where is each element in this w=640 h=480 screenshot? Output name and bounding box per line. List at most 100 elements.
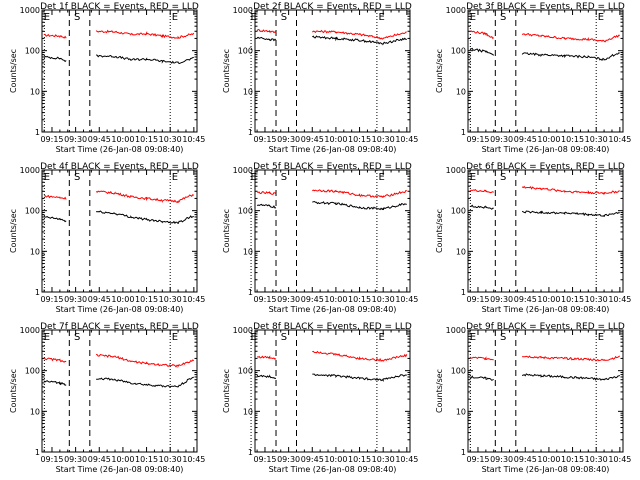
x-tick-label: 10:45 bbox=[182, 455, 205, 464]
y-tick-label: 100 bbox=[451, 367, 466, 376]
lld-series-line bbox=[44, 190, 195, 204]
y-tick-label: 1000 bbox=[20, 166, 40, 175]
interval-marker-label: E bbox=[44, 332, 50, 343]
x-tick-label: 09:15 bbox=[40, 455, 63, 464]
x-tick-label: 10:30 bbox=[372, 295, 395, 304]
plot-title: Det 9f BLACK = Events, RED = LLD bbox=[466, 322, 625, 332]
y-tick-label: 10 bbox=[456, 407, 466, 416]
y-axis-label: Counts/sec bbox=[9, 369, 18, 413]
y-tick-label: 100 bbox=[238, 47, 253, 56]
x-tick-label: 09:30 bbox=[277, 455, 300, 464]
interval-marker-label: S bbox=[74, 332, 80, 343]
lld-series-line bbox=[256, 189, 407, 198]
x-tick-label: 10:45 bbox=[608, 295, 631, 304]
interval-marker-label: E bbox=[598, 172, 604, 183]
x-tick-label: 09:45 bbox=[301, 455, 324, 464]
x-axis-label: Start Time (26-Jan-08 09:08:40) bbox=[482, 145, 610, 154]
interval-marker-label: S bbox=[281, 332, 287, 343]
plot-panel: Det 4f BLACK = Events, RED = LLD 1 10 100 10… bbox=[9, 162, 205, 314]
x-tick-label: 10:00 bbox=[537, 135, 560, 144]
y-axis-label: Counts/sec bbox=[435, 209, 444, 253]
y-tick-label: 100 bbox=[451, 207, 466, 216]
plot-title: Det 7f BLACK = Events, RED = LLD bbox=[40, 322, 199, 332]
y-tick-label: 100 bbox=[25, 367, 40, 376]
interval-marker-label: E bbox=[470, 172, 476, 183]
y-axis-label: Counts/sec bbox=[222, 369, 231, 413]
plot-panel: Det 2f BLACK = Events, RED = LLD 1 10 100 10… bbox=[222, 2, 418, 154]
y-tick-label: 100 bbox=[451, 47, 466, 56]
y-tick-label: 100 bbox=[238, 367, 253, 376]
lld-series-line bbox=[469, 185, 620, 196]
plot-frame bbox=[41, 9, 198, 133]
x-tick-label: 10:45 bbox=[608, 135, 631, 144]
x-tick-label: 09:15 bbox=[253, 135, 276, 144]
y-tick-label: 1 bbox=[35, 288, 40, 297]
lld-series-line bbox=[44, 353, 195, 369]
x-tick-label: 10:30 bbox=[585, 455, 608, 464]
plot-frame bbox=[467, 329, 624, 453]
x-tick-label: 10:45 bbox=[395, 295, 418, 304]
plot-title: Det 5f BLACK = Events, RED = LLD bbox=[253, 162, 412, 172]
x-tick-label: 09:30 bbox=[490, 295, 513, 304]
plot-title: Det 4f BLACK = Events, RED = LLD bbox=[40, 162, 199, 172]
x-tick-label: 09:45 bbox=[301, 135, 324, 144]
y-tick-label: 1000 bbox=[20, 326, 40, 335]
x-tick-label: 10:15 bbox=[348, 295, 371, 304]
y-tick-label: 1000 bbox=[446, 166, 466, 175]
x-tick-label: 09:30 bbox=[64, 135, 87, 144]
plot-frame bbox=[467, 169, 624, 293]
y-tick-label: 10 bbox=[456, 87, 466, 96]
x-tick-label: 09:15 bbox=[466, 455, 489, 464]
y-tick-label: 1 bbox=[248, 288, 253, 297]
plot-frame bbox=[254, 329, 411, 453]
plot-title: Det 6f BLACK = Events, RED = LLD bbox=[466, 162, 625, 172]
lld-series-line bbox=[44, 29, 195, 39]
y-axis-label: Counts/sec bbox=[435, 369, 444, 413]
lld-series-line bbox=[256, 28, 407, 40]
plot-title: Det 1f BLACK = Events, RED = LLD bbox=[40, 2, 199, 12]
x-tick-label: 10:30 bbox=[159, 135, 182, 144]
x-axis-label: Start Time (26-Jan-08 09:08:40) bbox=[269, 465, 397, 474]
events-series-line bbox=[256, 200, 407, 211]
x-tick-label: 09:30 bbox=[490, 135, 513, 144]
plot-frame bbox=[41, 329, 198, 453]
y-tick-label: 10 bbox=[30, 87, 40, 96]
x-tick-label: 09:45 bbox=[88, 455, 111, 464]
x-tick-label: 09:15 bbox=[253, 295, 276, 304]
interval-marker-label: E bbox=[44, 12, 50, 23]
plot-panel: Det 9f BLACK = Events, RED = LLD 1 10 100 10… bbox=[435, 322, 631, 474]
x-tick-label: 10:00 bbox=[111, 455, 134, 464]
plot-panel: Det 6f BLACK = Events, RED = LLD 1 10 100 10… bbox=[435, 162, 631, 314]
interval-marker-label: E bbox=[250, 332, 256, 343]
y-axis-label: Counts/sec bbox=[9, 209, 18, 253]
x-tick-label: 09:30 bbox=[490, 455, 513, 464]
interval-marker-label: E bbox=[470, 12, 476, 23]
events-series-line bbox=[43, 210, 194, 224]
x-tick-label: 10:15 bbox=[348, 135, 371, 144]
x-tick-label: 10:15 bbox=[135, 135, 158, 144]
y-tick-label: 1 bbox=[461, 128, 466, 137]
plot-frame bbox=[254, 169, 411, 293]
plot-title: Det 8f BLACK = Events, RED = LLD bbox=[253, 322, 412, 332]
x-tick-label: 10:45 bbox=[395, 455, 418, 464]
y-axis-label: Counts/sec bbox=[9, 49, 18, 93]
y-tick-label: 10 bbox=[243, 247, 253, 256]
interval-marker-label: E bbox=[470, 332, 476, 343]
interval-marker-label: E bbox=[598, 332, 604, 343]
x-tick-label: 10:30 bbox=[372, 455, 395, 464]
lld-series-line bbox=[469, 30, 620, 43]
y-tick-label: 1 bbox=[461, 448, 466, 457]
interval-marker-label: E bbox=[378, 332, 384, 343]
y-axis-label: Counts/sec bbox=[222, 49, 231, 93]
x-tick-label: 10:00 bbox=[324, 455, 347, 464]
x-tick-label: 10:15 bbox=[348, 455, 371, 464]
plot-title: Det 2f BLACK = Events, RED = LLD bbox=[253, 2, 412, 12]
y-tick-label: 1 bbox=[248, 128, 253, 137]
x-tick-label: 10:30 bbox=[159, 295, 182, 304]
x-axis-label: Start Time (26-Jan-08 09:08:40) bbox=[56, 305, 184, 314]
x-tick-label: 10:15 bbox=[135, 295, 158, 304]
events-series-line bbox=[43, 376, 194, 388]
y-tick-label: 100 bbox=[25, 207, 40, 216]
x-tick-label: 09:45 bbox=[514, 135, 537, 144]
plot-panel: Det 3f BLACK = Events, RED = LLD 1 10 100 10… bbox=[435, 2, 631, 154]
